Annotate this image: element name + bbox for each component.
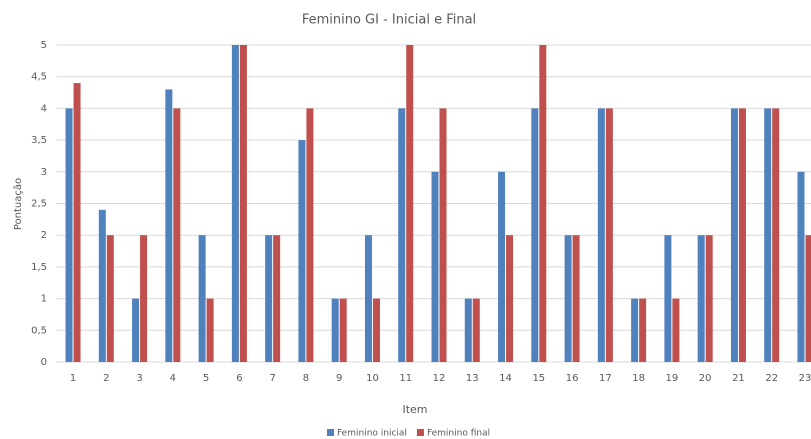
x-tick-label: 4 — [170, 373, 176, 384]
y-tick-label: 0 — [41, 357, 47, 368]
x-tick-label: 20 — [699, 373, 712, 384]
y-tick-label: 0,5 — [31, 325, 47, 336]
x-tick-label: 1 — [70, 373, 76, 384]
y-tick-label: 2,5 — [31, 199, 47, 210]
bar — [464, 298, 472, 362]
x-tick-label: 9 — [336, 373, 342, 384]
bar — [339, 298, 347, 362]
bar — [364, 235, 372, 362]
bar — [797, 171, 805, 362]
x-tick-label: 15 — [532, 373, 545, 384]
x-tick-label: 22 — [765, 373, 778, 384]
bar — [697, 235, 705, 362]
x-tick-label: 17 — [599, 373, 612, 384]
bar — [372, 298, 380, 362]
bar — [306, 108, 314, 363]
legend-swatch — [416, 429, 424, 436]
x-tick-label: 12 — [433, 373, 446, 384]
bar — [597, 108, 605, 363]
bar — [231, 45, 239, 362]
bar — [98, 209, 106, 362]
bar — [764, 108, 772, 363]
x-tick-label: 16 — [566, 373, 579, 384]
bar — [73, 83, 81, 362]
bar — [531, 108, 539, 363]
y-tick-label: 1,5 — [31, 262, 47, 273]
y-tick-label: 1 — [41, 294, 47, 305]
bar — [132, 298, 140, 362]
y-tick-label: 4,5 — [31, 72, 47, 83]
bar — [239, 45, 247, 362]
bar — [730, 108, 738, 363]
legend-label: Feminino final — [427, 429, 490, 439]
bar — [265, 235, 273, 362]
bar — [539, 45, 547, 362]
bar — [165, 89, 173, 362]
bar — [564, 235, 572, 362]
x-tick-label: 23 — [799, 373, 811, 384]
y-tick-label: 4 — [41, 103, 47, 114]
bar — [738, 108, 746, 363]
bar — [498, 171, 506, 362]
bar — [805, 235, 811, 362]
x-tick-label: 8 — [303, 373, 309, 384]
y-tick-label: 3 — [41, 167, 47, 178]
bar — [140, 235, 148, 362]
x-tick-label: 2 — [103, 373, 109, 384]
x-tick-label: 10 — [366, 373, 379, 384]
bar — [406, 45, 414, 362]
bar — [472, 298, 480, 362]
bar — [631, 298, 639, 362]
x-tick-label: 3 — [136, 373, 142, 384]
bar — [506, 235, 514, 362]
x-tick-label: 14 — [499, 373, 512, 384]
x-tick-label: 18 — [632, 373, 645, 384]
bar — [298, 140, 306, 362]
bar — [605, 108, 613, 363]
y-tick-label: 2 — [41, 230, 47, 241]
bar — [65, 108, 73, 363]
y-tick-label: 3,5 — [31, 135, 47, 146]
y-tick-label: 5 — [41, 40, 47, 51]
bar — [639, 298, 647, 362]
x-tick-label: 5 — [203, 373, 209, 384]
bar — [398, 108, 406, 363]
bar — [106, 235, 114, 362]
bar — [672, 298, 680, 362]
chart-title: Feminino GI - Inicial e Final — [302, 13, 476, 28]
x-tick-label: 6 — [236, 373, 242, 384]
bar — [198, 235, 206, 362]
bar — [331, 298, 339, 362]
bar — [273, 235, 281, 362]
y-axis-label: Pontuação — [13, 178, 24, 230]
x-tick-label: 11 — [399, 373, 412, 384]
bar — [206, 298, 214, 362]
legend-label: Feminino inicial — [337, 429, 407, 439]
bar — [705, 235, 713, 362]
x-axis-label: Item — [402, 403, 427, 416]
bar — [439, 108, 447, 363]
bar — [572, 235, 580, 362]
x-tick-label: 7 — [269, 373, 275, 384]
x-tick-label: 21 — [732, 373, 745, 384]
bar — [173, 108, 181, 363]
bar — [431, 171, 439, 362]
x-tick-label: 19 — [666, 373, 679, 384]
bar — [664, 235, 672, 362]
bar — [772, 108, 780, 363]
x-tick-label: 13 — [466, 373, 479, 384]
legend-swatch — [327, 429, 334, 436]
